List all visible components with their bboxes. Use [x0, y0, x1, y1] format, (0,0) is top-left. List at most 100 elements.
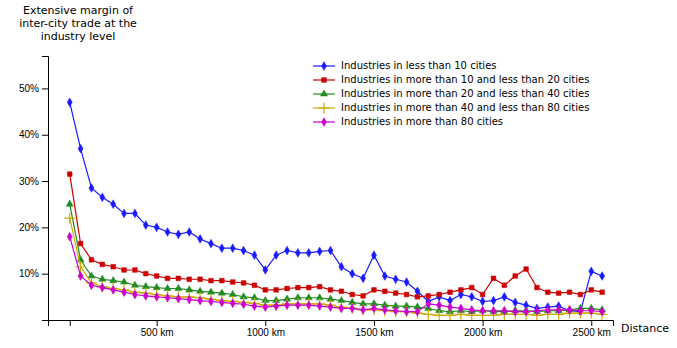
point: [187, 295, 192, 304]
point: [556, 305, 561, 314]
plot: 500 km1000 km1500 km2000 km2500 km10%20%…: [19, 57, 669, 339]
point: [361, 274, 366, 283]
point: [296, 285, 301, 290]
point: [426, 294, 431, 299]
point: [350, 292, 355, 297]
series: [67, 98, 604, 316]
y-tick-mark: [42, 227, 48, 228]
point: [339, 289, 344, 294]
legend-marker: [320, 90, 327, 96]
point: [66, 200, 73, 206]
point: [469, 285, 474, 290]
point: [78, 241, 83, 246]
point: [535, 285, 540, 290]
legend-label: Industries in more than 40 and less than…: [341, 102, 589, 113]
y-tick-label: 50%: [19, 83, 39, 94]
point: [393, 306, 398, 315]
point: [274, 288, 279, 293]
point: [502, 283, 507, 288]
point: [176, 276, 181, 281]
point: [293, 298, 304, 309]
point: [361, 294, 366, 299]
point: [176, 230, 181, 239]
point: [328, 246, 333, 255]
point: [67, 98, 72, 107]
point: [556, 291, 561, 296]
point: [252, 283, 257, 288]
point: [241, 246, 246, 255]
point: [122, 209, 127, 218]
point: [162, 291, 173, 302]
point: [369, 304, 380, 315]
y-tick: 50%: [19, 83, 48, 94]
legend-marker: [321, 118, 326, 127]
point: [88, 272, 95, 278]
point: [131, 281, 138, 287]
title: Extensive margin ofinter-city trade at t…: [19, 4, 137, 43]
x-axis: 500 km1000 km1500 km2000 km2500 km: [49, 320, 614, 338]
point: [303, 298, 314, 309]
point: [371, 251, 376, 260]
point: [306, 248, 311, 257]
point: [227, 296, 238, 307]
point: [100, 193, 105, 202]
point: [415, 307, 420, 316]
point: [317, 284, 322, 289]
y-axis-line: [42, 57, 49, 321]
point: [230, 299, 235, 308]
point: [567, 290, 572, 295]
point: [567, 305, 572, 314]
point: [350, 269, 355, 278]
y-tick-label: 30%: [19, 176, 39, 187]
point: [524, 267, 529, 272]
point: [600, 290, 605, 295]
x-tick: 2500 km: [573, 320, 611, 338]
point: [132, 290, 137, 299]
x-tick-mark: [591, 320, 592, 326]
point: [67, 172, 72, 177]
series: [66, 200, 606, 314]
legend-label: Industries in more than 80 cities: [341, 116, 503, 127]
point: [502, 292, 507, 301]
x-axis-label: Distance: [621, 322, 669, 335]
x-tick-mark: [374, 320, 375, 326]
point: [208, 297, 213, 306]
legend-label: Industries in more than 10 and less than…: [341, 74, 589, 85]
point: [458, 304, 463, 313]
point: [271, 300, 282, 311]
series: [67, 232, 604, 316]
point: [306, 285, 311, 290]
point: [534, 306, 539, 315]
point: [415, 294, 420, 299]
point: [285, 286, 290, 291]
chart: 500 km1000 km1500 km2000 km2500 km10%20%…: [0, 0, 677, 348]
point: [216, 295, 227, 306]
point: [89, 184, 94, 193]
legend-item: Industries in more than 80 cities: [313, 116, 503, 127]
x-tick-mark: [70, 320, 71, 326]
point: [393, 291, 398, 296]
series-line: [70, 204, 602, 311]
point: [317, 247, 322, 256]
point: [513, 274, 518, 279]
y-tick-mark: [42, 274, 48, 275]
point: [325, 300, 336, 311]
point: [491, 296, 496, 305]
point: [230, 280, 235, 285]
point: [437, 301, 442, 310]
point: [404, 278, 409, 287]
point: [263, 303, 268, 312]
point: [545, 305, 550, 314]
legend-item: Industries in more than 10 and less than…: [313, 74, 589, 85]
point: [328, 288, 333, 293]
point: [263, 288, 268, 293]
point: [111, 200, 116, 209]
point: [513, 298, 518, 307]
point: [89, 281, 94, 290]
point: [241, 281, 246, 286]
point: [220, 278, 225, 283]
point: [111, 264, 116, 269]
y-tick-mark: [42, 181, 48, 182]
point: [404, 307, 409, 316]
series-line: [70, 102, 602, 311]
